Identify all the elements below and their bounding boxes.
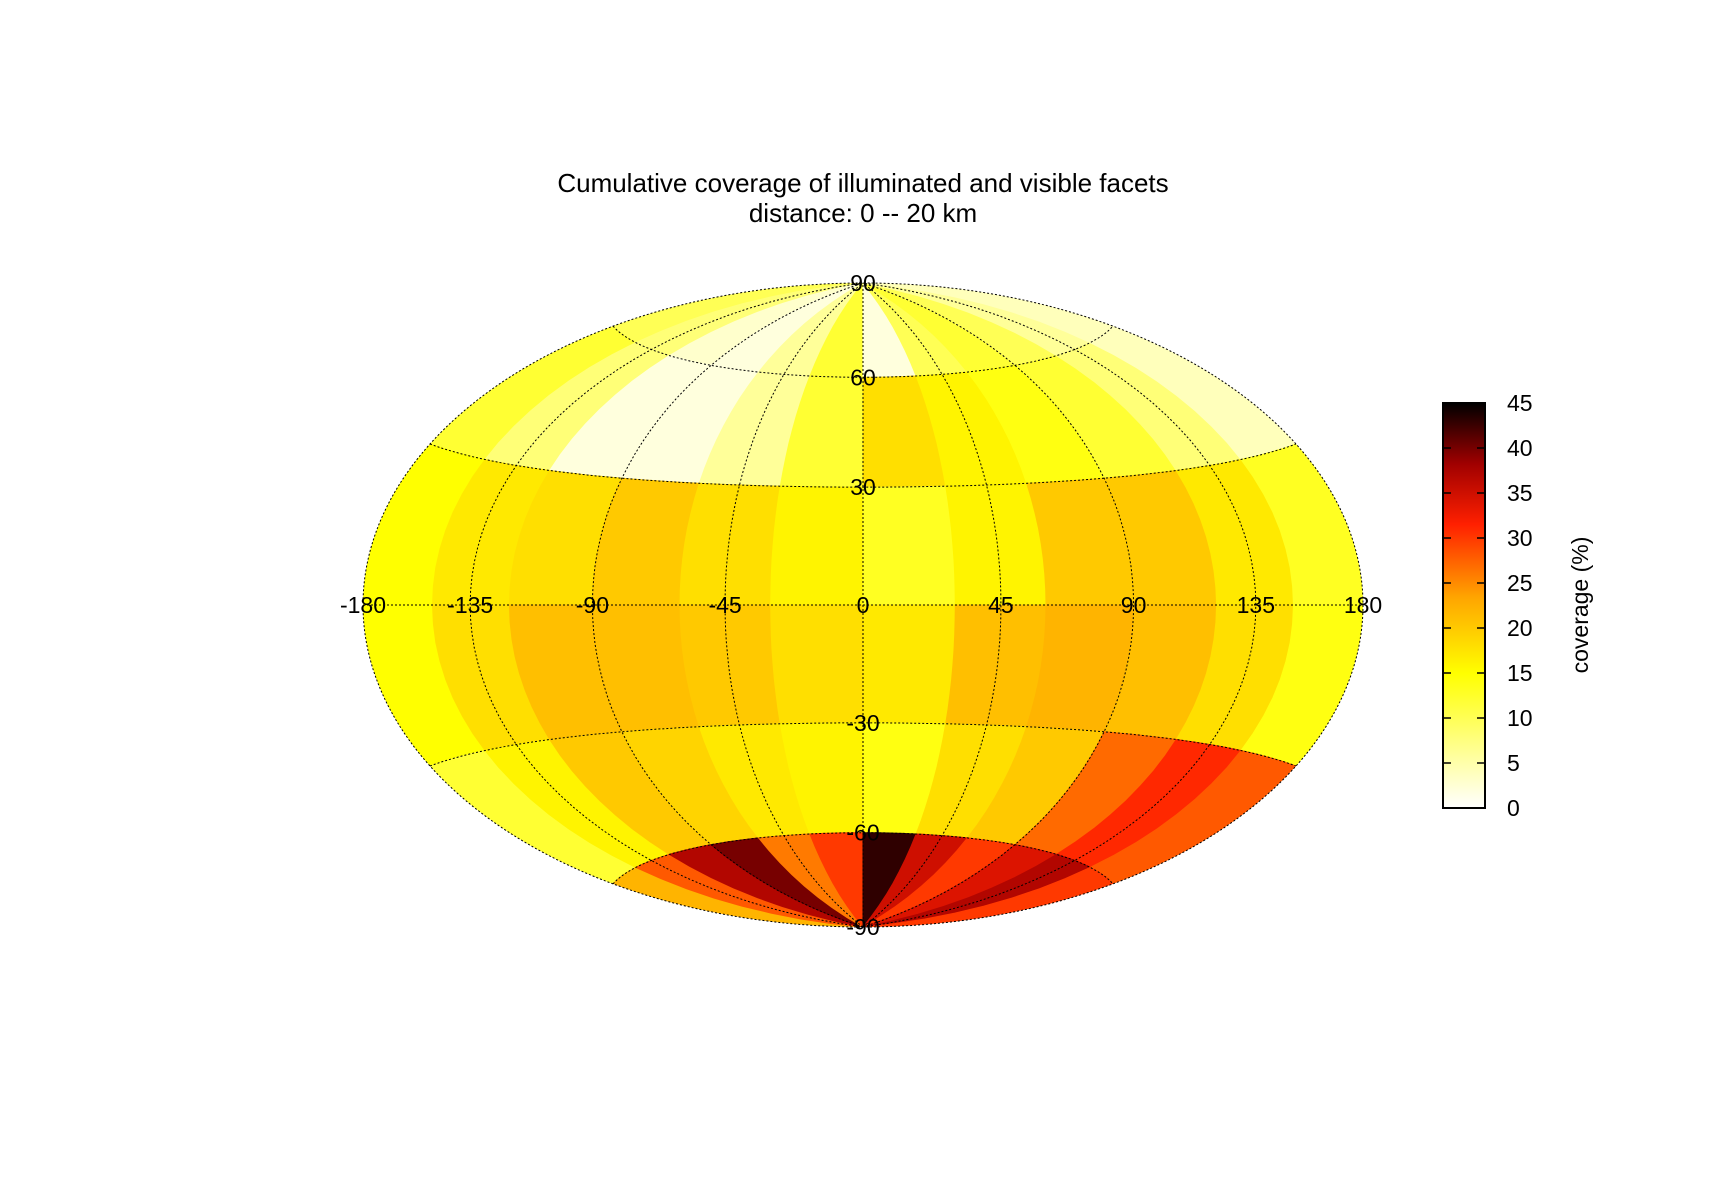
colorbar-ticks: 0 5 10 15 20 25 30 35 40 45: [1443, 390, 1533, 821]
axis-tick-labels: -180 -135 -90 -45 0 45 90 135 180 90 60 30 -30 -60 -90: [340, 270, 1382, 940]
colorbar-tick-label: 20: [1507, 615, 1533, 641]
colorbar-tick-label: 40: [1507, 435, 1533, 461]
parallel-line: [429, 443, 1297, 488]
heatmap-cells: [363, 283, 1363, 927]
colorbar-gradient: [1442, 402, 1486, 809]
parallel-line: [612, 325, 1114, 378]
heatmap-cell: [770, 604, 864, 725]
lat-tick-label: -60: [846, 820, 879, 846]
lon-tick-label: -135: [447, 592, 493, 618]
graticule: [363, 282, 1363, 928]
colorbar-tick-label: 0: [1507, 795, 1520, 821]
lon-tick-label: 90: [1121, 592, 1147, 618]
colorbar-tick-label: 30: [1507, 525, 1533, 551]
lon-tick-label: -45: [708, 592, 741, 618]
heatmap-cell: [862, 604, 956, 725]
lat-tick-label: -30: [846, 710, 879, 736]
parallel-line: [612, 832, 1114, 885]
meridian-line: [862, 282, 1257, 928]
heatmap-cell: [1240, 443, 1363, 606]
lat-tick-label: 30: [850, 474, 876, 500]
heatmap-cell: [862, 485, 956, 606]
lon-tick-label: 0: [857, 592, 870, 618]
lon-tick-label: 135: [1237, 592, 1275, 618]
lat-tick-label: 60: [850, 364, 876, 390]
colorbar-tick-label: 25: [1507, 570, 1533, 596]
chart-subtitle: distance: 0 -- 20 km: [749, 198, 977, 228]
lon-tick-label: 180: [1344, 592, 1382, 618]
lon-tick-label: -90: [576, 592, 609, 618]
heatmap-cell: [945, 604, 1047, 728]
lon-tick-label: 45: [988, 592, 1014, 618]
heatmap-cell: [862, 866, 1114, 927]
parallel-line: [429, 722, 1297, 767]
lon-tick-label: -180: [340, 592, 386, 618]
colorbar-tick-label: 5: [1507, 750, 1520, 776]
colorbar-tick-label: 35: [1507, 480, 1533, 506]
meridian-line: [862, 282, 1002, 928]
lat-tick-label: -90: [846, 914, 879, 940]
globe-outline: [362, 282, 1364, 928]
chart-title: Cumulative coverage of illuminated and v…: [557, 168, 1168, 198]
colorbar-tick-label: 15: [1507, 660, 1533, 686]
colorbar: 0 5 10 15 20 25 30 35 40 45 coverage (%): [1442, 390, 1593, 821]
colorbar-tick-label: 10: [1507, 705, 1533, 731]
heatmap-cell: [679, 482, 781, 606]
heatmap-cell: [679, 604, 781, 728]
lat-tick-label: 90: [850, 270, 876, 296]
colorbar-label: coverage (%): [1567, 537, 1593, 674]
meridian-line: [591, 282, 864, 928]
heatmap-cell: [770, 485, 864, 606]
heatmap-cell: [945, 482, 1047, 606]
colorbar-tick-label: 45: [1507, 390, 1533, 416]
